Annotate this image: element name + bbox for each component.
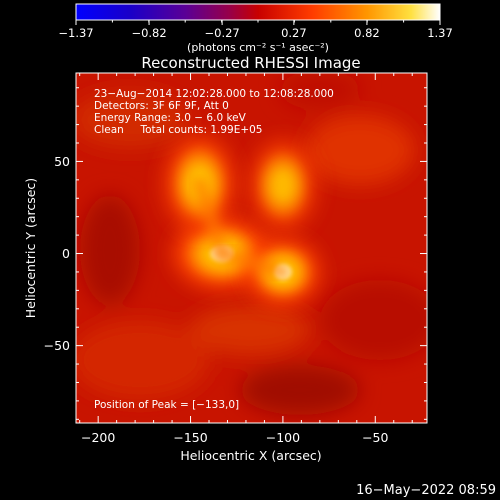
annotation-block: 23−Aug−2014 12:02:28.000 to 12:08:28.000… [94,88,334,136]
annotation-line-clean: Clean Total counts: 1.99E+05 [94,124,263,136]
colorbar-unit-label: (photons cm⁻² s⁻¹ asec⁻²) [187,41,329,54]
x-tick-label: −100 [266,430,300,445]
source-bridge [192,176,229,261]
x-tick-label: −150 [173,430,207,445]
source-bridge [214,246,290,279]
annotation-line-detectors: Detectors: 3F 6F 9F, Att 0 [94,100,229,112]
colorbar-tick-label: −1.37 [58,26,93,40]
y-tick-label: 0 [62,246,70,261]
peak-position-text: Position of Peak = [−133,0] [94,399,239,411]
x-tick-label: −50 [362,430,388,445]
colorbar-tick-label: −0.27 [205,26,240,40]
colorbar-tick-label: 1.37 [427,26,453,40]
heatmap-image [76,73,427,423]
x-axis-ticks: −200 −150 −100 −50 [79,73,413,445]
colorbar-gradient [76,4,440,20]
y-tick-label: −50 [44,338,70,353]
colorbar-ticks: −1.37 −0.82 −0.27 0.27 0.82 1.37 [58,20,453,40]
x-tick-label: −200 [81,430,115,445]
y-tick-label: 50 [54,154,70,169]
colorbar-tick-label: −0.82 [131,26,166,40]
y-axis-ticks: −50 0 50 [44,87,427,420]
chart-title: Reconstructed RHESSI Image [141,54,360,72]
heatmap-streaks [76,73,427,415]
footer-date: 16−May−2022 08:59 [356,483,496,498]
plot-frame [75,72,428,424]
annotation-line-time: 23−Aug−2014 12:02:28.000 to 12:08:28.000 [94,88,334,100]
heatmap-sources [164,135,320,305]
y-axis-label: Heliocentric Y (arcsec) [23,178,38,318]
colorbar-tick-label: 0.27 [281,26,307,40]
annotation-line-energy: Energy Range: 3.0 − 6.0 keV [94,112,247,124]
colorbar-tick-label: 0.82 [354,26,380,40]
x-axis-label: Heliocentric X (arcsec) [180,448,321,463]
